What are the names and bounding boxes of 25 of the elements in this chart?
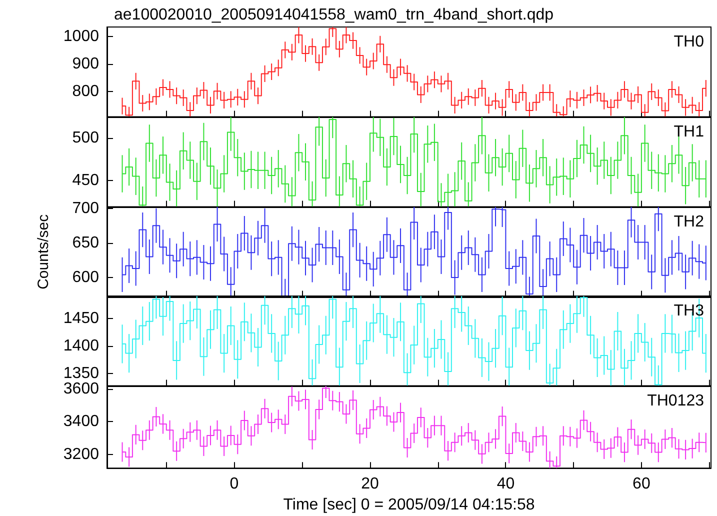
y-tick-label: 1400 xyxy=(63,338,100,356)
x-tick-label: 60 xyxy=(632,476,650,493)
series-label: TH1 xyxy=(674,123,704,140)
y-tick-label: 450 xyxy=(72,172,100,189)
y-tick-label: 1000 xyxy=(63,28,100,45)
series-label: TH2 xyxy=(674,213,704,230)
series-label: TH0123 xyxy=(647,392,704,410)
y-tick-label: 900 xyxy=(72,56,100,73)
x-tick-label: 20 xyxy=(361,476,379,493)
chart-title: ae100020010_20050914041558_wam0_trn_4band_short.qdp xyxy=(114,6,554,24)
y-axis-title: Counts/sec xyxy=(35,213,52,290)
y-tick-label: 700 xyxy=(72,199,100,216)
y-tick-label: 1350 xyxy=(63,366,100,383)
x-axis-title: Time [sec] 0 = 2005/09/14 04:15:58 xyxy=(283,496,535,514)
x-tick-label: 40 xyxy=(496,476,515,493)
y-tick-label: 1450 xyxy=(63,310,100,328)
x-tick-label: 0 xyxy=(230,476,239,493)
y-tick-label: 650 xyxy=(72,234,100,252)
y-tick-label: 800 xyxy=(72,83,100,100)
text: TH0 xyxy=(674,34,704,50)
y-tick-label: 500 xyxy=(72,129,100,146)
y-tick-label: 3200 xyxy=(63,446,100,463)
y-tick-label: 3400 xyxy=(63,413,100,430)
y-tick-label: 600 xyxy=(72,268,100,286)
y-tick-label: 3600 xyxy=(63,380,100,398)
